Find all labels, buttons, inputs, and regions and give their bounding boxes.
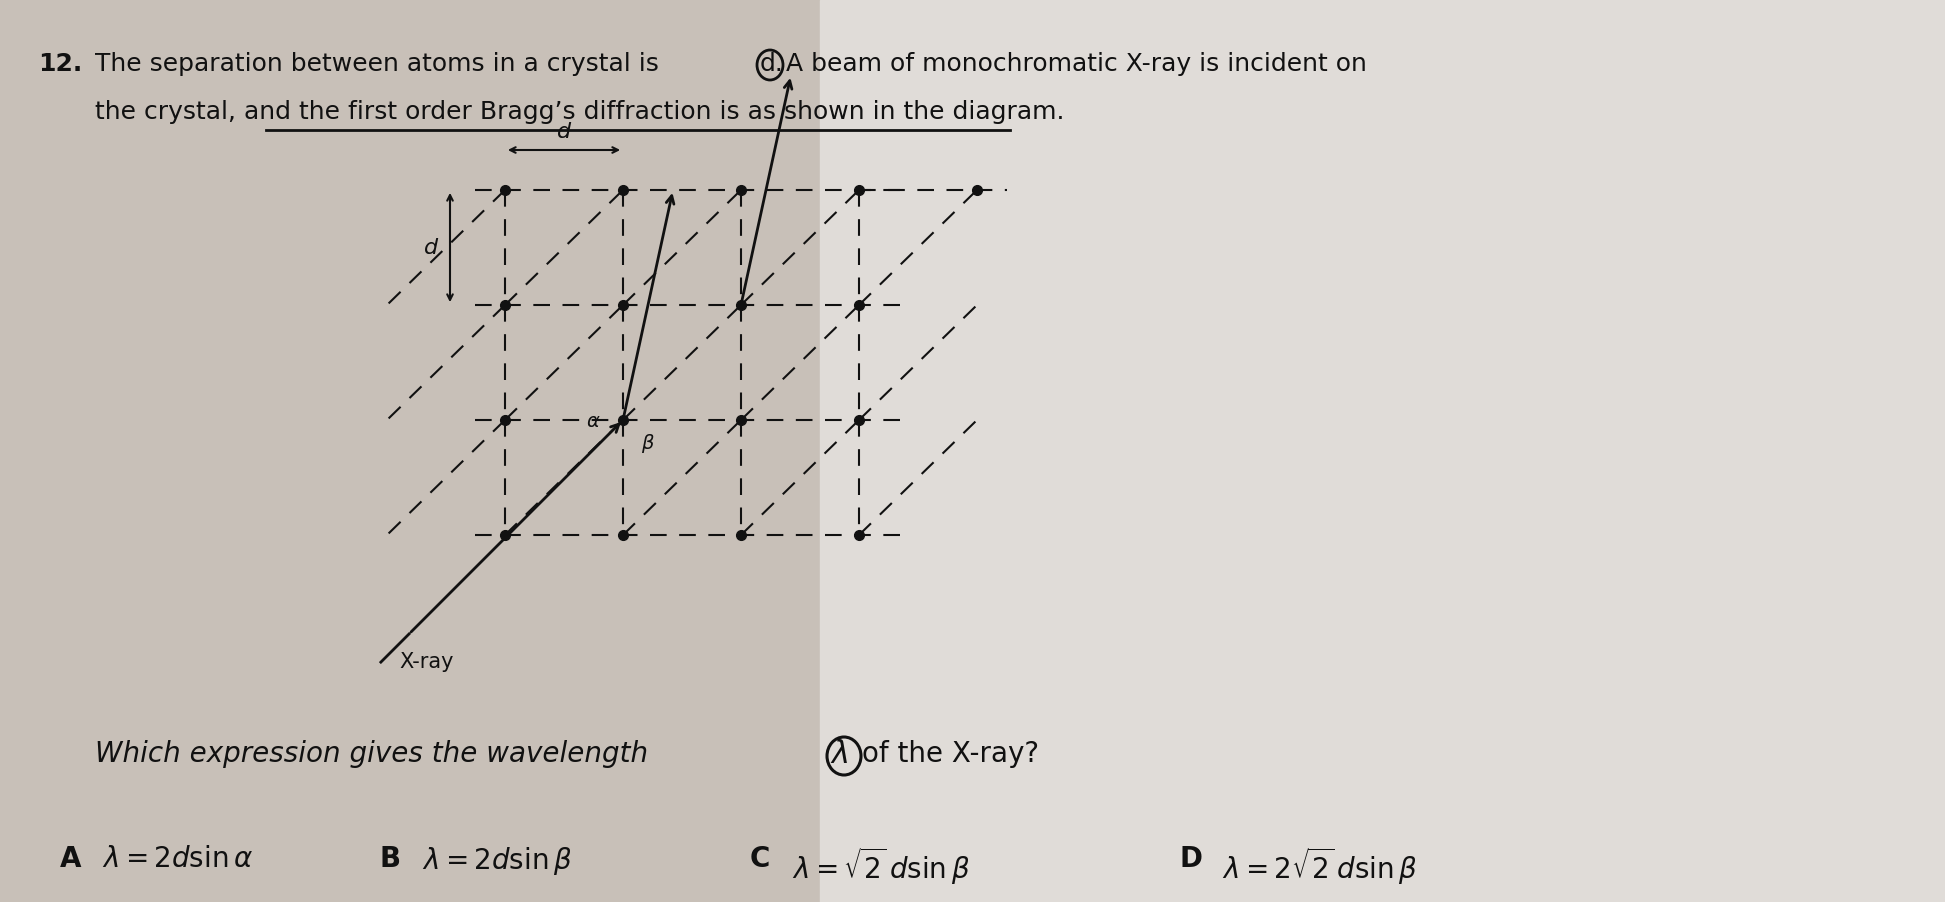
Text: The separation between atoms in a crystal is: The separation between atoms in a crysta… xyxy=(95,52,659,76)
Text: D: D xyxy=(1181,845,1204,873)
Bar xyxy=(0,0,821,902)
Text: of the X-ray?: of the X-ray? xyxy=(862,740,1039,768)
Text: 12.: 12. xyxy=(39,52,82,76)
Text: $\lambda = 2d\sin\beta$: $\lambda = 2d\sin\beta$ xyxy=(422,845,572,877)
Text: d: d xyxy=(424,237,438,257)
Text: $\lambda = 2\sqrt{2}\,d\sin\beta$: $\lambda = 2\sqrt{2}\,d\sin\beta$ xyxy=(1221,845,1418,887)
Text: $\lambda = \sqrt{2}\,d\sin\beta$: $\lambda = \sqrt{2}\,d\sin\beta$ xyxy=(792,845,971,887)
Text: d: d xyxy=(556,122,572,142)
Text: Which expression gives the wavelength: Which expression gives the wavelength xyxy=(95,740,657,768)
Text: A: A xyxy=(60,845,82,873)
Text: X-ray: X-ray xyxy=(399,652,453,672)
Text: $\lambda = 2d\sin\alpha$: $\lambda = 2d\sin\alpha$ xyxy=(101,845,253,873)
Text: C: C xyxy=(751,845,770,873)
Text: the crystal, and the first order Bragg’s diffraction is as shown in the diagram.: the crystal, and the first order Bragg’s… xyxy=(95,100,1064,124)
Text: $\alpha$: $\alpha$ xyxy=(587,412,601,431)
Text: $\lambda$: $\lambda$ xyxy=(831,740,848,769)
Text: d.: d. xyxy=(760,52,784,76)
Text: B: B xyxy=(379,845,401,873)
Text: $\beta$: $\beta$ xyxy=(642,432,655,455)
Text: A beam of monochromatic X-ray is incident on: A beam of monochromatic X-ray is inciden… xyxy=(786,52,1367,76)
Bar xyxy=(821,0,1945,902)
